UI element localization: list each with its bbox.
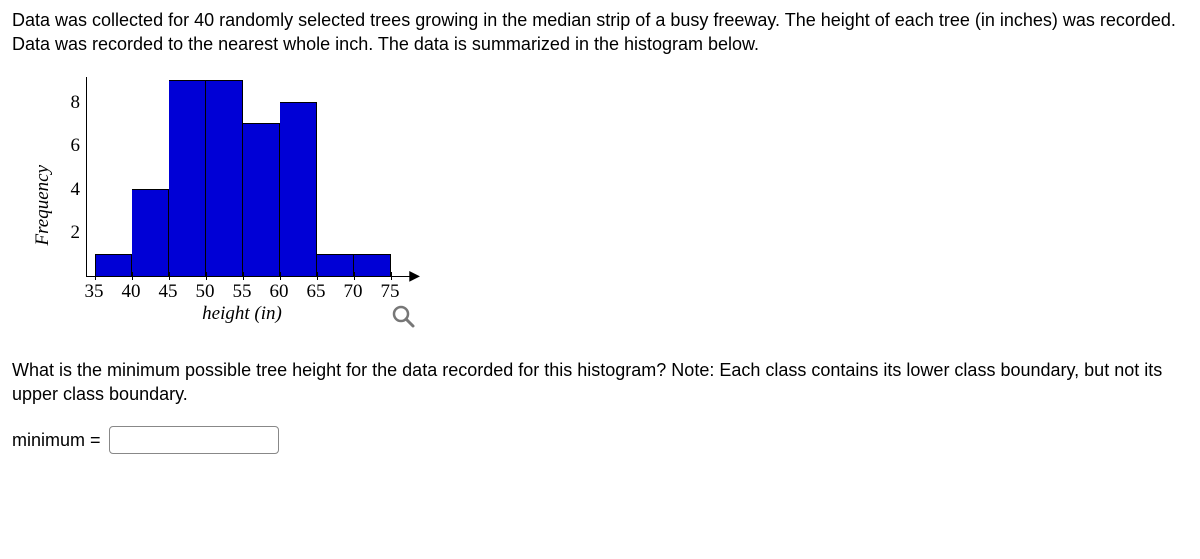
- x-tick: 60: [261, 281, 298, 303]
- x-axis-label: height (in): [94, 303, 390, 334]
- x-tick: 75: [372, 281, 409, 303]
- histogram-bar: [206, 80, 243, 276]
- y-tick: 4: [71, 179, 81, 201]
- x-tick: 65: [298, 281, 335, 303]
- question-text: What is the minimum possible tree height…: [12, 358, 1188, 407]
- problem-statement: Data was collected for 40 randomly selec…: [12, 8, 1188, 57]
- x-tick: 45: [150, 281, 187, 303]
- histogram-bar: [354, 254, 391, 276]
- histogram-bar: [317, 254, 354, 276]
- plot-area: ▶: [86, 77, 410, 277]
- x-tick: 55: [224, 281, 261, 303]
- x-tick: 70: [335, 281, 372, 303]
- y-tick: 2: [71, 222, 81, 244]
- x-axis-arrow-icon: ▶: [409, 268, 420, 282]
- histogram-bar: [95, 254, 132, 276]
- answer-label: minimum =: [12, 430, 101, 451]
- bars-group: [95, 77, 391, 276]
- x-tick: 35: [76, 281, 113, 303]
- x-tick: 50: [187, 281, 224, 303]
- histogram-bar: [169, 80, 206, 276]
- y-tick: 6: [71, 135, 81, 157]
- minimum-input[interactable]: [109, 426, 279, 454]
- y-tick: 8: [71, 92, 81, 114]
- x-axis-ticks: 354045505560657075: [76, 281, 409, 303]
- y-axis-label: Frequency: [32, 165, 54, 246]
- y-axis-ticks: 8 6 4 2: [60, 77, 80, 277]
- histogram-bar: [280, 102, 317, 276]
- magnify-icon[interactable]: [390, 303, 416, 334]
- histogram-bar: [243, 123, 280, 275]
- x-tick: 40: [113, 281, 150, 303]
- histogram-bar: [132, 189, 169, 276]
- answer-row: minimum =: [12, 426, 1188, 454]
- histogram-figure: Frequency 8 6 4 2 ▶ 354045505560657075 heig…: [32, 77, 1188, 334]
